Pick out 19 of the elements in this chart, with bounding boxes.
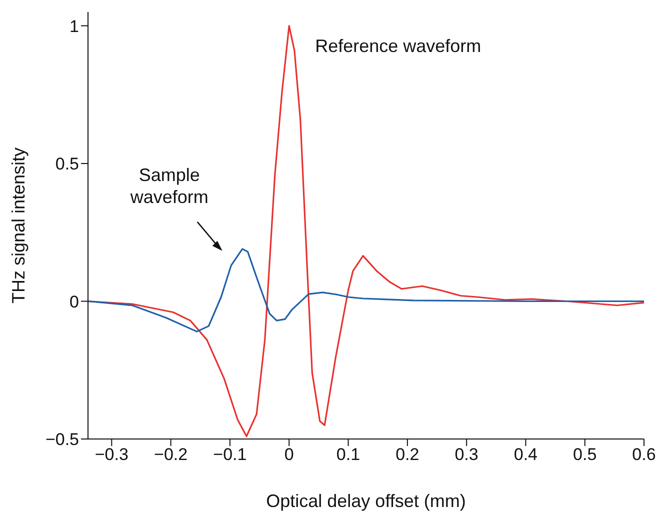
- y-tick-label: −0.5: [45, 430, 79, 450]
- x-tick-label: 0.2: [396, 445, 420, 464]
- x-tick-label: 0.5: [573, 445, 597, 464]
- x-tick-label: 0.1: [336, 445, 360, 464]
- series-label: Reference waveform: [315, 36, 482, 56]
- y-tick-label: 1: [70, 16, 79, 36]
- x-tick-label: 0.4: [514, 445, 538, 464]
- x-tick-label: 0: [284, 445, 294, 464]
- x-tick-label: −0.2: [154, 445, 188, 464]
- x-tick-label: 0.6: [632, 445, 656, 464]
- y-axis-title: THz signal intensity: [8, 147, 28, 304]
- x-axis-title: Optical delay offset (mm): [266, 491, 466, 511]
- x-tick-label: −0.3: [94, 445, 128, 464]
- y-tick-label: 0: [70, 292, 79, 312]
- y-tick-label: 0.5: [55, 154, 79, 174]
- x-tick-label: 0.3: [454, 445, 478, 464]
- x-tick-label: −0.1: [213, 445, 247, 464]
- line-series: [88, 248, 644, 332]
- text: Sample waveform: [129, 164, 208, 207]
